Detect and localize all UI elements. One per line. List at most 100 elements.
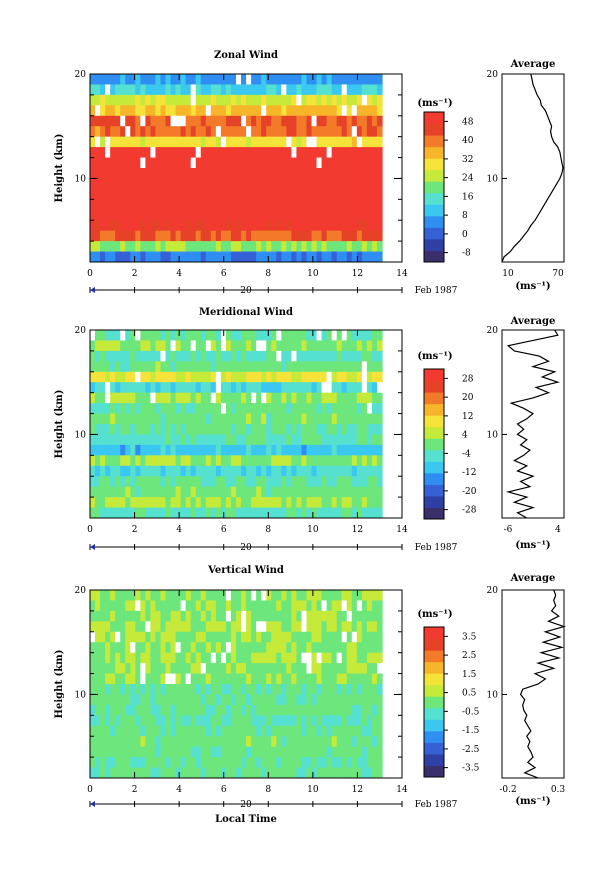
heatmap-cell [130, 382, 136, 394]
heatmap-cell [170, 746, 177, 758]
heatmap-cell [90, 746, 96, 758]
heatmap-cell [361, 434, 368, 446]
heatmap-cell [276, 600, 282, 612]
heatmap-cell [371, 673, 378, 685]
heatmap-cell [160, 74, 167, 86]
colorbar-swatch [424, 484, 444, 497]
heatmap-cell [291, 392, 298, 404]
heatmap-cell [105, 610, 111, 622]
heatmap-cell [296, 497, 303, 509]
heatmap-cell [120, 694, 126, 706]
heatmap-cell [230, 330, 237, 342]
heatmap-cell [341, 673, 348, 685]
heatmap-cell [225, 84, 232, 96]
average-unit: (ms⁻¹) [515, 796, 550, 807]
heatmap-cell [135, 507, 141, 518]
heatmap-cell [205, 621, 212, 633]
heatmap-cell [271, 382, 277, 394]
heatmap-cell [220, 673, 227, 685]
heatmap-cell [301, 704, 308, 716]
y-tick-label: 20 [487, 326, 499, 336]
heatmap-cell [366, 610, 373, 622]
heatmap-cell [316, 746, 323, 758]
heatmap-cell [341, 392, 348, 404]
heatmap-cell [150, 631, 157, 643]
heatmap-cell [210, 631, 217, 643]
heatmap-cell [120, 715, 126, 727]
heatmap-cell [371, 600, 378, 612]
heatmap-cell [145, 230, 152, 242]
heatmap-cell [241, 413, 247, 425]
heatmap-cell [266, 371, 272, 383]
heatmap-cell [371, 251, 378, 262]
heatmap-cell [361, 631, 368, 643]
heatmap-cell [125, 147, 131, 159]
heatmap-cell [311, 105, 318, 117]
heatmap-cell [170, 424, 177, 436]
heatmap-cell [185, 715, 192, 727]
heatmap-cell [281, 715, 287, 727]
heatmap-cell [170, 704, 177, 716]
heatmap-cell [286, 736, 292, 748]
heatmap-cell [110, 424, 116, 436]
heatmap-cell [326, 621, 333, 633]
heatmap-cell [246, 403, 252, 415]
heatmap-cell [190, 136, 197, 148]
heatmap-cell [236, 694, 242, 706]
heatmap-cell [115, 241, 121, 253]
heatmap-cell [100, 694, 106, 706]
heatmap-cell [170, 330, 177, 342]
heatmap-cell [271, 600, 277, 612]
heatmap-cell [215, 663, 222, 675]
heatmap-cell [210, 715, 217, 727]
heatmap-cell [110, 455, 116, 467]
heatmap-cell [170, 241, 177, 253]
heatmap-cell [346, 403, 353, 415]
heatmap-cells [90, 590, 383, 778]
heatmap-cell [286, 340, 292, 352]
heatmap-cell [296, 413, 303, 425]
colorbar-unit: (ms⁻¹) [417, 609, 452, 620]
heatmap-cell [286, 209, 292, 221]
heatmap-cell [376, 350, 383, 362]
x-tick-label: 6 [221, 525, 227, 535]
heatmap-cell [321, 746, 328, 758]
heatmap-cell [105, 350, 111, 362]
heatmap-cell [175, 392, 182, 404]
heatmap-cell [311, 382, 318, 394]
heatmap-cell [130, 147, 136, 159]
heatmap-cell [140, 230, 146, 242]
heatmap-cell [185, 136, 192, 148]
heatmap-cell [160, 361, 167, 373]
heatmap-cell [230, 704, 237, 716]
heatmap-cell [316, 652, 323, 664]
heatmap-cell [115, 444, 121, 456]
heatmap-cell [336, 251, 343, 262]
heatmap-cell [125, 486, 131, 498]
heatmap-cell [276, 413, 282, 425]
heatmap-cell [90, 413, 96, 425]
heatmap-cell [205, 673, 212, 685]
heatmap-cell [241, 382, 247, 394]
heatmap-cell [215, 424, 222, 436]
heatmap-cell [195, 136, 202, 148]
heatmap-cell [256, 361, 262, 373]
heatmap-cell [210, 188, 217, 200]
heatmap-cell [326, 94, 333, 106]
heatmap-cell [346, 767, 353, 778]
heatmap-cell [175, 590, 182, 602]
heatmap-cell [321, 736, 328, 748]
heatmap-cell [291, 403, 298, 415]
colorbar-tick-label: 8 [462, 211, 468, 221]
heatmap-cell [301, 361, 308, 373]
chart-title: Zonal Wind [214, 50, 278, 61]
heatmap-cell [246, 767, 252, 778]
heatmap-cell [155, 684, 162, 696]
heatmap-cell [266, 590, 272, 602]
heatmap-cell [90, 105, 96, 117]
heatmap-cell [110, 694, 116, 706]
heatmap-cell [341, 600, 348, 612]
heatmap-cell [316, 188, 323, 200]
heatmap-cell [165, 590, 172, 602]
heatmap-cell [110, 403, 116, 415]
